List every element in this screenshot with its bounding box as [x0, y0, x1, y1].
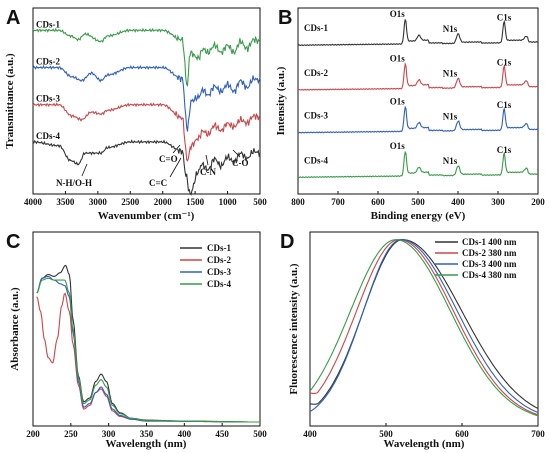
panel-d-series-2-line [309, 239, 539, 416]
panel-c-series-4-line [36, 277, 260, 423]
panel-b-series-1-peak-label-2: N1s [443, 24, 458, 34]
panel-c-xtick-label: 300 [102, 429, 116, 439]
arrow-c-c-double [169, 157, 182, 178]
panel-b-series-2-line [297, 62, 539, 91]
panel-b-series-4-line [297, 150, 538, 179]
panel-d-ylabel: Fluorescence intensity (a.u.) [288, 263, 300, 395]
panel-letter-b: B [278, 7, 292, 29]
panel-b-xtick-label: 500 [411, 197, 425, 207]
panel-b-series-1-label: CDs-1 [304, 23, 328, 33]
panel-b-series-2-peak-label-2: N1s [443, 69, 458, 79]
panel-b-series-1-peak-label-0: O1s [390, 9, 406, 19]
panel-a-series-3-label: CDs-3 [36, 94, 60, 104]
panel-d-xtick-label: 400 [303, 429, 317, 439]
panel-a-series-2-line [32, 64, 261, 132]
panel-a-xtick-label: 2500 [121, 197, 140, 207]
annotation-c-o-double: C=O [159, 154, 178, 164]
panel-c-series-2-line [36, 292, 260, 423]
panel-a-series-4-line [32, 139, 261, 196]
panel-c-xtick-label: 450 [215, 429, 229, 439]
panel-a-xtick-label: 1000 [219, 197, 238, 207]
panel-a-xtick-label: 3500 [56, 197, 75, 207]
panel-c-legend-label-1: CDs-1 [207, 243, 231, 253]
panel-letter-a: A [6, 7, 20, 29]
panel-c-xlabel: Wavelength (nm) [106, 438, 187, 450]
panel-c-xtick-label: 250 [64, 429, 78, 439]
arrow-c-n [205, 154, 209, 166]
panel-b-xtick-label: 300 [491, 197, 505, 207]
panel-c-legend-label-3: CDs-3 [207, 267, 231, 277]
panel-letter-c: C [6, 231, 20, 253]
panel-b-series-3-peak-label-2: N1s [443, 111, 458, 121]
annotation-nh-oh: N-H/O-H [56, 178, 92, 188]
panel-letter-d: D [280, 231, 294, 253]
panel-b-ylabel: Intensity (a.u.) [275, 66, 287, 135]
panel-b-series-3-line [297, 105, 539, 134]
panel-b-series-4-peak-label-0: O1s [390, 141, 406, 151]
panel-b-xtick-label: 800 [291, 197, 305, 207]
panel-b-series-3-peak-label-3: C1s [497, 100, 512, 110]
panel-a-series-1-label: CDs-1 [36, 19, 60, 29]
panel-b-xtick-label: 200 [531, 197, 545, 207]
panel-b-series-4-peak-label-3: C1s [497, 145, 512, 155]
panel-a-xtick-label: 500 [253, 197, 267, 207]
panel-c-xtick-label: 400 [178, 429, 192, 439]
annotation-c-n: C-N [200, 167, 216, 177]
panel-b-series-2-peak-label-3: C1s [497, 57, 512, 67]
annotation-c-o: C-O [232, 158, 249, 168]
panel-a-xlabel: Wavenumber (cm⁻¹) [98, 210, 195, 222]
panel-a-xtick-label: 2000 [154, 197, 173, 207]
panel-a-ylabel: Transmittance (a.u.) [4, 53, 16, 149]
panel-d-legend-label-4: CDs-4 380 nm [462, 270, 517, 280]
panel-c-xtick-label: 200 [26, 429, 40, 439]
panel-b-series-3-label: CDs-3 [304, 111, 328, 121]
panel-b-xtick-label: 600 [371, 197, 385, 207]
panel-a-series-4-label: CDs-4 [36, 131, 60, 141]
panel-d-xtick-label: 500 [379, 429, 393, 439]
panel-d-xtick-label: 600 [455, 429, 469, 439]
panel-c-xtick-label: 350 [140, 429, 154, 439]
panel-a-series-2-label: CDs-2 [36, 57, 60, 67]
panel-b-series-4-label: CDs-4 [304, 155, 328, 165]
panel-a-series-3-line [32, 102, 261, 162]
panel-b-series-3-peak-label-0: O1s [390, 96, 406, 106]
panel-b-series-2-label: CDs-2 [304, 68, 328, 78]
chart-marks: 4000 3500 3000 2500 2000 1500 1000 500 CDs-1 CDs-… [24, 9, 545, 439]
panel-d-series-3-line [309, 239, 539, 414]
panel-c-legend-label-4: CDs-4 [207, 279, 231, 289]
panel-d-legend-label-1: CDs-1 400 nm [462, 237, 517, 247]
panel-d-frame [309, 231, 539, 427]
panel-b-series-1-line [297, 19, 539, 47]
panel-a-series-1-line [32, 27, 261, 87]
panel-c-ylabel: Absorbance (a.u.) [9, 287, 21, 371]
panel-d-xlabel: Wavelength (nm) [384, 438, 465, 450]
annotation-c-c-double: C=C [149, 178, 167, 188]
panel-b-series-2-peak-label-0: O1s [390, 54, 406, 64]
panel-c-legend-label-2: CDs-2 [207, 255, 231, 265]
panel-b-series-1-peak-label-3: C1s [497, 13, 512, 23]
panel-b-xtick-label: 400 [451, 197, 465, 207]
panel-a-xtick-label: 1500 [186, 197, 205, 207]
panel-d-xtick-label: 700 [531, 429, 545, 439]
panel-b-xtick-label: 700 [331, 197, 345, 207]
arrow-nh-oh [81, 163, 88, 177]
panel-d-legend-label-3: CDs-3 400 nm [462, 259, 517, 269]
panel-d-legend-label-2: CDs-2 380 nm [462, 248, 517, 258]
panel-a-xtick-label: 3000 [89, 197, 108, 207]
panel-d-series-4-line [309, 239, 539, 417]
panel-b-series-4-peak-label-2: N1s [443, 156, 458, 166]
panel-b-xlabel: Binding energy (eV) [371, 210, 466, 222]
panel-a-xtick-label: 4000 [24, 197, 43, 207]
panel-c-xtick-label: 500 [253, 429, 267, 439]
panel-a-frame [32, 7, 261, 195]
